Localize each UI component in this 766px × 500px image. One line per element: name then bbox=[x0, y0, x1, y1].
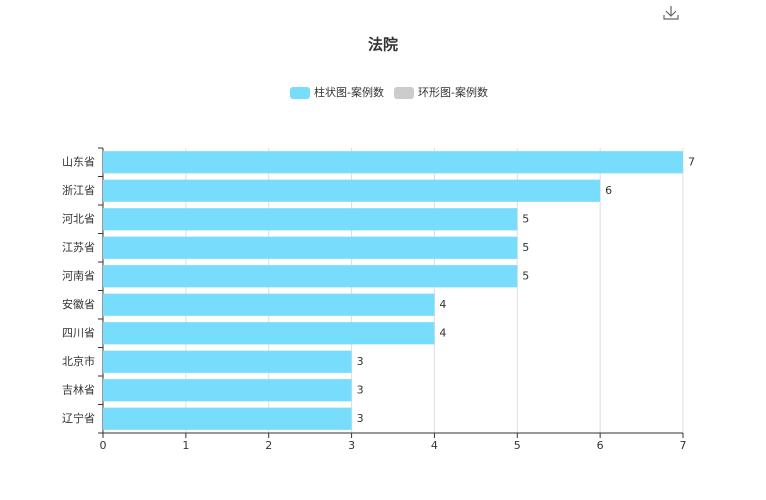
download-button[interactable] bbox=[663, 6, 679, 20]
y-tick-label: 辽宁省 bbox=[62, 411, 95, 425]
legend-swatch[interactable] bbox=[290, 87, 310, 99]
data-label: 5 bbox=[522, 212, 529, 225]
bar bbox=[103, 293, 435, 316]
data-label: 3 bbox=[357, 383, 364, 396]
y-tick-label: 河南省 bbox=[62, 269, 95, 282]
data-label: 6 bbox=[605, 184, 612, 197]
x-tick-label: 4 bbox=[431, 439, 438, 452]
chart-title: 法院 bbox=[368, 36, 398, 54]
legend-swatch[interactable] bbox=[393, 87, 414, 99]
x-tick-label: 3 bbox=[348, 439, 355, 452]
y-tick-label: 吉林省 bbox=[62, 382, 95, 396]
bar bbox=[103, 236, 518, 259]
bar bbox=[103, 208, 518, 231]
data-label: 4 bbox=[439, 298, 446, 311]
legend-label[interactable]: 柱状图-案例数 bbox=[314, 85, 384, 99]
bar bbox=[103, 179, 601, 202]
bar bbox=[103, 265, 518, 288]
data-label: 7 bbox=[688, 155, 695, 168]
legend-label[interactable]: 环形图-案例数 bbox=[418, 85, 488, 99]
x-tick-label: 6 bbox=[597, 439, 604, 452]
y-tick-label: 四川省 bbox=[62, 326, 95, 339]
y-tick-label: 河北省 bbox=[62, 212, 95, 225]
data-label: 5 bbox=[522, 241, 529, 254]
x-tick-label: 7 bbox=[680, 439, 687, 452]
y-tick-label: 浙江省 bbox=[62, 184, 95, 197]
bar bbox=[103, 379, 352, 402]
y-tick-label: 北京市 bbox=[62, 354, 95, 368]
x-tick-label: 1 bbox=[182, 439, 189, 452]
data-label: 5 bbox=[522, 269, 529, 282]
bar bbox=[103, 350, 352, 373]
data-label: 3 bbox=[357, 412, 364, 425]
y-tick-label: 江苏省 bbox=[62, 241, 95, 254]
bar bbox=[103, 151, 683, 174]
data-label: 4 bbox=[439, 326, 446, 339]
y-tick-label: 山东省 bbox=[62, 155, 95, 168]
bar bbox=[103, 407, 352, 430]
x-tick-label: 0 bbox=[100, 439, 107, 452]
bar bbox=[103, 322, 435, 345]
y-tick-label: 安徽省 bbox=[62, 297, 95, 311]
x-tick-label: 5 bbox=[514, 439, 521, 452]
x-tick-label: 2 bbox=[265, 439, 272, 452]
data-label: 3 bbox=[357, 355, 364, 368]
